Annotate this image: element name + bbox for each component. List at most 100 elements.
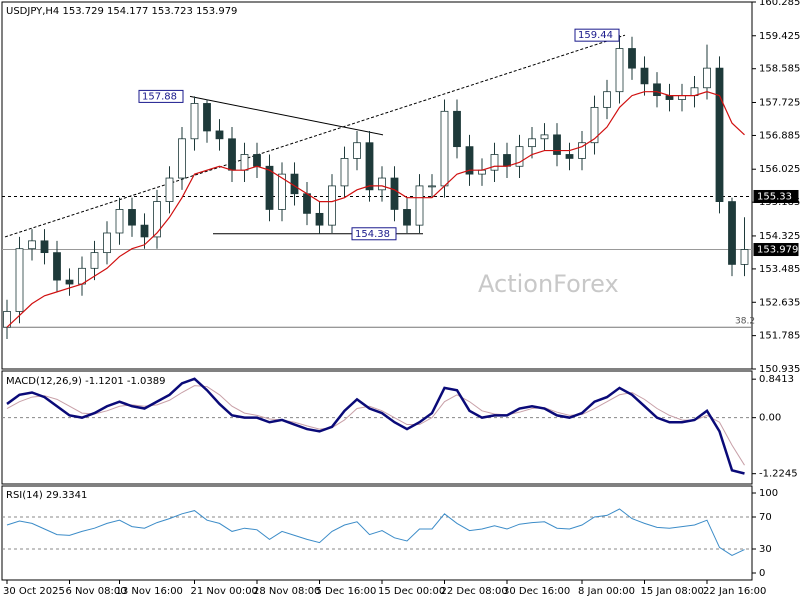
candle-body: [515, 146, 524, 167]
y-tick-label: 0.00: [759, 413, 781, 424]
trend-line: [189, 95, 384, 136]
candle-body: [140, 224, 149, 238]
y-tick-label: 0.8413: [759, 374, 794, 385]
x-tick-label: 8 Jan 00:00: [578, 586, 635, 597]
y-tick-label: 0: [759, 568, 765, 579]
y-tick-label: 159.425: [759, 31, 800, 42]
candle-body: [365, 142, 374, 191]
y-tick-label: 70: [759, 512, 772, 523]
y-tick-label: 158.585: [759, 64, 800, 75]
candle-body: [278, 173, 286, 210]
candle-body: [340, 158, 349, 187]
current-label: 153.979: [757, 245, 798, 256]
x-tick-label: 22 Jan 16:00: [703, 586, 766, 597]
rsi-title: RSI(14) 29.3341: [6, 490, 87, 501]
candle-body: [65, 279, 74, 285]
y-tick-label: 150.935: [759, 364, 800, 375]
candle-body: [728, 201, 736, 265]
candle-body: [465, 146, 474, 175]
candle-body: [440, 110, 449, 187]
y-tick-label: 156.025: [759, 164, 800, 175]
candle-body: [590, 106, 599, 144]
y-tick-label: 160.285: [759, 0, 800, 8]
candle-body: [215, 130, 224, 140]
candle-body: [328, 185, 336, 226]
candle-body: [415, 185, 424, 226]
x-tick-label: 13 Nov 16:00: [116, 586, 183, 597]
price-panel: [1, 1, 753, 370]
candle-body: [178, 138, 186, 179]
candle-body: [103, 232, 111, 254]
y-tick-label: 153.485: [759, 264, 800, 275]
candle-body: [240, 154, 249, 171]
candle-body: [528, 138, 536, 148]
candle-body: [378, 177, 386, 191]
candle-body: [703, 67, 711, 89]
candle-body: [153, 201, 161, 238]
y-tick-label: 30: [759, 544, 772, 555]
candle-body: [390, 177, 399, 210]
candle-body: [653, 83, 661, 97]
price-label: 157.88: [142, 91, 177, 102]
candle-body: [40, 240, 49, 254]
candle-body: [715, 67, 724, 202]
candle-body: [190, 103, 199, 140]
level-label-box: [753, 189, 799, 203]
x-tick-label: 6 Nov 08:00: [66, 586, 127, 597]
x-tick-label: 30 Dec 16:00: [503, 586, 570, 597]
candle-body: [203, 103, 211, 132]
macd-title: MACD(12,26,9) -1.1201 -1.0389: [6, 376, 166, 387]
candle-body: [640, 67, 649, 85]
y-tick-label: 154.325: [759, 231, 800, 242]
candle-body: [53, 252, 61, 281]
moving-average: [6, 91, 745, 328]
candle-body: [253, 154, 261, 167]
current-label-box: [753, 243, 799, 257]
candle-body: [453, 110, 461, 148]
candle-body: [115, 209, 124, 234]
candle-body: [503, 154, 511, 167]
macd-line: [6, 377, 745, 475]
candle-body: [265, 165, 274, 210]
candle-body: [578, 142, 586, 159]
price-label-box: [138, 89, 184, 103]
x-tick-label: 15 Dec 00:00: [378, 586, 445, 597]
candle-body: [128, 209, 136, 226]
y-tick-label: 157.725: [759, 97, 800, 108]
candle-body: [78, 267, 86, 285]
price-label-box: [574, 28, 620, 42]
candle-body: [403, 209, 411, 226]
candle-body: [540, 134, 549, 140]
candle-body: [165, 177, 174, 202]
candle-body: [28, 240, 36, 250]
x-tick-label: 5 Dec 16:00: [316, 586, 377, 597]
fib-label: 38.2: [735, 317, 755, 327]
chart-title: USDJPY,H4 153.729 154.177 153.723 153.97…: [6, 6, 237, 17]
rsi-line: [6, 508, 745, 556]
y-tick-label: 152.635: [759, 297, 800, 308]
candle-body: [353, 142, 361, 159]
candle-body: [428, 185, 436, 188]
candle-body: [490, 154, 499, 171]
x-tick-label: 15 Jan 08:00: [641, 586, 704, 597]
y-tick-label: 151.785: [759, 331, 800, 342]
trend-line: [4, 34, 626, 238]
candle-body: [315, 212, 324, 226]
candle-body: [228, 138, 236, 171]
candle-body: [553, 134, 561, 155]
candle-body: [603, 91, 611, 108]
price-label: 154.38: [355, 229, 390, 240]
x-tick-label: 22 Dec 08:00: [441, 586, 508, 597]
x-tick-label: 21 Nov 00:00: [191, 586, 258, 597]
x-tick-label: 28 Nov 08:00: [253, 586, 320, 597]
candle-body: [15, 248, 24, 312]
level-label: 155.33: [757, 191, 792, 202]
watermark: ActionForex: [478, 270, 619, 298]
y-tick-label: 100: [759, 488, 778, 499]
candle-body: [90, 252, 99, 269]
candle-body: [615, 48, 624, 93]
candle-body: [565, 154, 574, 159]
y-tick-label: 156.885: [759, 130, 800, 141]
rsi-panel: [1, 485, 753, 581]
